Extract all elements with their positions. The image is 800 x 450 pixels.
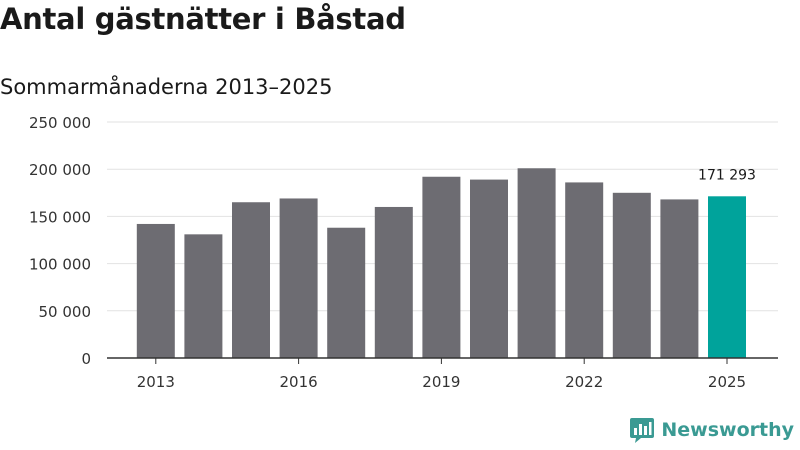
- bar: [327, 227, 366, 358]
- y-tick-label: 0: [81, 350, 91, 368]
- newsworthy-logo: Newsworthy: [629, 416, 794, 444]
- bar: [612, 192, 651, 358]
- bar: [136, 223, 175, 358]
- y-tick-label: 200 000: [29, 161, 91, 179]
- bar: [517, 168, 556, 358]
- bar: [422, 176, 461, 358]
- chart-title: Antal gästnätter i Båstad: [0, 2, 406, 36]
- x-tick-label: 2022: [565, 373, 603, 391]
- bar: [470, 179, 508, 358]
- y-tick-label: 150 000: [29, 208, 91, 226]
- newsworthy-logo-text: Newsworthy: [661, 419, 794, 441]
- x-tick-label: 2013: [137, 373, 175, 391]
- bar-highlight: [708, 196, 746, 358]
- y-tick-label: 100 000: [29, 256, 91, 274]
- bar: [279, 198, 318, 358]
- x-tick-label: 2025: [708, 373, 746, 391]
- bar: [184, 234, 223, 358]
- newsworthy-logo-icon: [630, 418, 655, 443]
- bar: [232, 202, 270, 358]
- x-tick-label: 2019: [422, 373, 460, 391]
- bar: [660, 199, 699, 358]
- x-tick-label: 2016: [280, 373, 318, 391]
- y-tick-label: 250 000: [29, 114, 91, 132]
- chart-subtitle: Sommarmånaderna 2013–2025: [0, 75, 333, 99]
- y-tick-label: 50 000: [39, 303, 92, 321]
- data-label: 171 293: [698, 167, 756, 183]
- bar: [374, 206, 413, 358]
- bar: [565, 182, 604, 358]
